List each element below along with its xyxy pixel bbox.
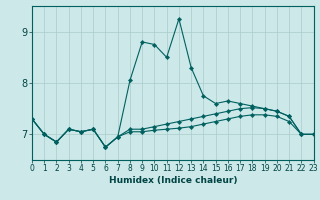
X-axis label: Humidex (Indice chaleur): Humidex (Indice chaleur) <box>108 176 237 185</box>
